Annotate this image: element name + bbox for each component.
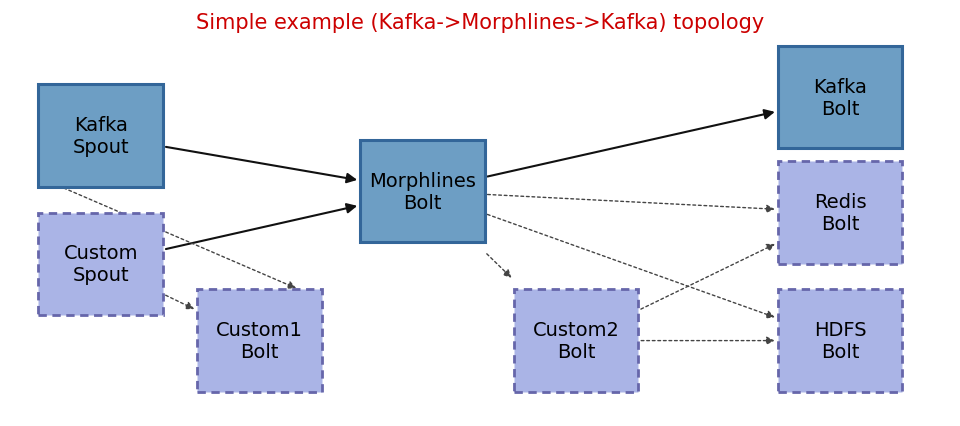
FancyBboxPatch shape — [197, 290, 322, 392]
Text: Redis
Bolt: Redis Bolt — [814, 193, 866, 233]
FancyBboxPatch shape — [778, 47, 902, 149]
Text: Kafka
Bolt: Kafka Bolt — [813, 78, 867, 118]
FancyBboxPatch shape — [778, 290, 902, 392]
FancyBboxPatch shape — [38, 213, 163, 315]
FancyBboxPatch shape — [778, 162, 902, 264]
FancyBboxPatch shape — [514, 290, 638, 392]
Text: Morphlines
Bolt: Morphlines Bolt — [369, 171, 476, 212]
FancyBboxPatch shape — [38, 85, 163, 187]
Text: Custom
Spout: Custom Spout — [63, 244, 138, 285]
Text: HDFS
Bolt: HDFS Bolt — [814, 320, 866, 361]
Text: Custom2
Bolt: Custom2 Bolt — [533, 320, 619, 361]
Text: Kafka
Spout: Kafka Spout — [73, 116, 129, 157]
Text: Simple example (Kafka->Morphlines->Kafka) topology: Simple example (Kafka->Morphlines->Kafka… — [196, 13, 764, 33]
FancyBboxPatch shape — [360, 141, 485, 243]
Text: Custom1
Bolt: Custom1 Bolt — [216, 320, 302, 361]
